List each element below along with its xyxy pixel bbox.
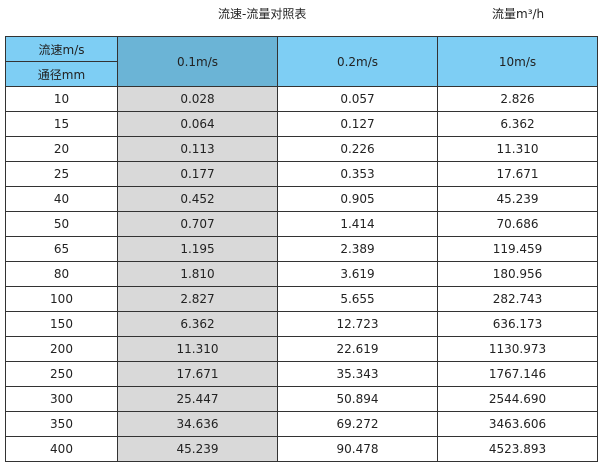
- flow-cell: 11.310: [117, 336, 278, 362]
- table-row: 250 17.671 35.343 1767.146: [5, 361, 598, 387]
- flow-cell: 0.028: [117, 86, 278, 112]
- flow-cell: 70.686: [437, 211, 598, 237]
- flow-cell: 12.723: [277, 311, 438, 337]
- table-row: 350 34.636 69.272 3463.606: [5, 411, 598, 437]
- flow-cell: 4523.893: [437, 436, 598, 462]
- flow-cell: 2.827: [117, 286, 278, 312]
- diameter-cell: 65: [5, 236, 118, 262]
- flow-cell: 0.226: [277, 136, 438, 162]
- diameter-cell: 400: [5, 436, 118, 462]
- flow-cell: 119.459: [437, 236, 598, 262]
- flow-cell: 50.894: [277, 386, 438, 412]
- diameter-cell: 250: [5, 361, 118, 387]
- flow-cell: 1.810: [117, 261, 278, 287]
- flow-cell: 2.826: [437, 86, 598, 112]
- flow-cell: 1130.973: [437, 336, 598, 362]
- column-header: 0.2m/s: [277, 36, 438, 87]
- flow-cell: 2544.690: [437, 386, 598, 412]
- flow-cell: 22.619: [277, 336, 438, 362]
- table-row: 65 1.195 2.389 119.459: [5, 236, 598, 262]
- flow-cell: 6.362: [437, 111, 598, 137]
- flow-cell: 3463.606: [437, 411, 598, 437]
- table-row: 400 45.239 90.478 4523.893: [5, 436, 598, 462]
- flow-cell: 5.655: [277, 286, 438, 312]
- column-header: 10m/s: [437, 36, 598, 87]
- flow-cell: 0.707: [117, 211, 278, 237]
- flow-cell: 0.113: [117, 136, 278, 162]
- flow-cell: 282.743: [437, 286, 598, 312]
- diameter-cell: 350: [5, 411, 118, 437]
- flow-cell: 34.636: [117, 411, 278, 437]
- diameter-cell: 50: [5, 211, 118, 237]
- flow-table: 流速m/s 0.1m/s 0.2m/s 10m/s 通径mm 10 0.028 0.…: [5, 36, 598, 462]
- flow-cell: 35.343: [277, 361, 438, 387]
- flow-cell: 0.353: [277, 161, 438, 187]
- table-row: 20 0.113 0.226 11.310: [5, 136, 598, 162]
- table-row: 150 6.362 12.723 636.173: [5, 311, 598, 337]
- flow-cell: 0.064: [117, 111, 278, 137]
- flow-cell: 180.956: [437, 261, 598, 287]
- diameter-cell: 15: [5, 111, 118, 137]
- flow-cell: 45.239: [437, 186, 598, 212]
- flow-cell: 2.389: [277, 236, 438, 262]
- diameter-cell: 40: [5, 186, 118, 212]
- flow-cell: 11.310: [437, 136, 598, 162]
- diameter-cell: 25: [5, 161, 118, 187]
- flow-cell: 0.905: [277, 186, 438, 212]
- flow-cell: 0.057: [277, 86, 438, 112]
- flow-cell: 45.239: [117, 436, 278, 462]
- flow-cell: 1.414: [277, 211, 438, 237]
- table-row: 100 2.827 5.655 282.743: [5, 286, 598, 312]
- flow-cell: 636.173: [437, 311, 598, 337]
- table-row: 200 11.310 22.619 1130.973: [5, 336, 598, 362]
- table-row: 15 0.064 0.127 6.362: [5, 111, 598, 137]
- flow-cell: 0.452: [117, 186, 278, 212]
- flow-cell: 90.478: [277, 436, 438, 462]
- table-title: 流速-流量对照表: [218, 7, 307, 21]
- flow-cell: 0.127: [277, 111, 438, 137]
- table-row: 40 0.452 0.905 45.239: [5, 186, 598, 212]
- table-row: 300 25.447 50.894 2544.690: [5, 386, 598, 412]
- diameter-cell: 150: [5, 311, 118, 337]
- diameter-cell: 200: [5, 336, 118, 362]
- diameter-header: 通径mm: [5, 61, 118, 87]
- unit-label: 流量m³/h: [492, 7, 545, 21]
- flow-cell: 17.671: [437, 161, 598, 187]
- flow-cell: 1.195: [117, 236, 278, 262]
- flow-cell: 3.619: [277, 261, 438, 287]
- flow-cell: 6.362: [117, 311, 278, 337]
- table-row: 50 0.707 1.414 70.686: [5, 211, 598, 237]
- flow-cell: 0.177: [117, 161, 278, 187]
- column-header: 0.1m/s: [117, 36, 278, 87]
- flow-cell: 1767.146: [437, 361, 598, 387]
- flow-cell: 25.447: [117, 386, 278, 412]
- diameter-cell: 10: [5, 86, 118, 112]
- table-row: 10 0.028 0.057 2.826: [5, 86, 598, 112]
- table-row: 25 0.177 0.353 17.671: [5, 161, 598, 187]
- diameter-cell: 20: [5, 136, 118, 162]
- diameter-cell: 300: [5, 386, 118, 412]
- velocity-header: 流速m/s: [5, 36, 118, 62]
- flow-cell: 69.272: [277, 411, 438, 437]
- diameter-cell: 100: [5, 286, 118, 312]
- diameter-cell: 80: [5, 261, 118, 287]
- table-row: 80 1.810 3.619 180.956: [5, 261, 598, 287]
- flow-cell: 17.671: [117, 361, 278, 387]
